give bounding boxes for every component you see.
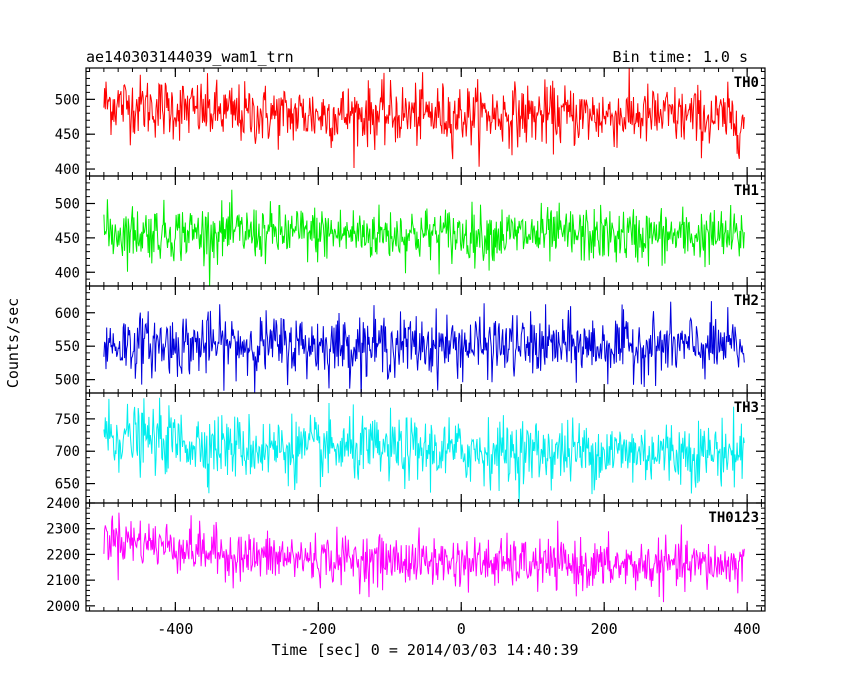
bin-time-label: Bin time: 1.0 s [613, 48, 748, 66]
series-label-th0123: TH0123 [708, 510, 759, 526]
x-tick-label: -400 [157, 620, 193, 638]
panel-frame [85, 502, 766, 612]
y-tick-label: 2300 [46, 522, 80, 538]
y-tick-label: 400 [55, 162, 80, 178]
series-label-th0: TH0 [734, 75, 759, 91]
panel-th0: 400 450 500 TH0 [55, 67, 766, 178]
series-label-th2: TH2 [734, 293, 759, 309]
y-tick-label: 650 [55, 477, 80, 493]
y-tick-label: 400 [55, 265, 80, 281]
y-tick-label: 750 [55, 412, 80, 428]
y-tick-label: 450 [55, 127, 80, 143]
x-tick-label: 0 [457, 620, 466, 638]
x-tick-label: 200 [591, 620, 618, 638]
x-axis-label: Time [sec] 0 = 2014/03/03 14:40:39 [271, 641, 578, 659]
x-tick-label: 400 [734, 620, 761, 638]
series-th0123-line [103, 512, 745, 603]
y-tick-label: 700 [55, 444, 80, 460]
panel-th0123: 2000 2100 2200 2300 2400 TH0123 -400 -200 0 200 40… [46, 496, 766, 638]
y-axis-label: Counts/sec [4, 298, 22, 388]
y-tick-label: 450 [55, 231, 80, 247]
y-tick-label: 2200 [46, 547, 80, 563]
series-th2-line [103, 301, 745, 393]
panel-th3: 650 700 750 TH3 [55, 392, 766, 504]
x-tick-label: -200 [300, 620, 336, 638]
panels-group: 400 450 500 TH0 400 450 500 TH1 500 550 600 TH2 650 7… [46, 67, 766, 638]
panel-th2: 500 550 600 TH2 [55, 285, 766, 394]
figure-title: ae140303144039_wam1_trn [86, 48, 294, 66]
series-th0-line [103, 68, 745, 169]
y-tick-label: 550 [55, 339, 80, 355]
series-label-th1: TH1 [734, 183, 759, 199]
series-th3-line [103, 397, 745, 503]
y-tick-label: 600 [55, 306, 80, 322]
series-label-th3: TH3 [734, 400, 759, 416]
y-tick-label: 500 [55, 92, 80, 108]
series-th1-line [103, 189, 745, 286]
y-tick-label: 2000 [46, 599, 80, 615]
y-tick-label: 2100 [46, 573, 80, 589]
y-tick-label: 500 [55, 373, 80, 389]
panel-th1: 400 450 500 TH1 [55, 175, 766, 287]
y-tick-label: 500 [55, 197, 80, 213]
y-tick-label: 2400 [46, 496, 80, 512]
